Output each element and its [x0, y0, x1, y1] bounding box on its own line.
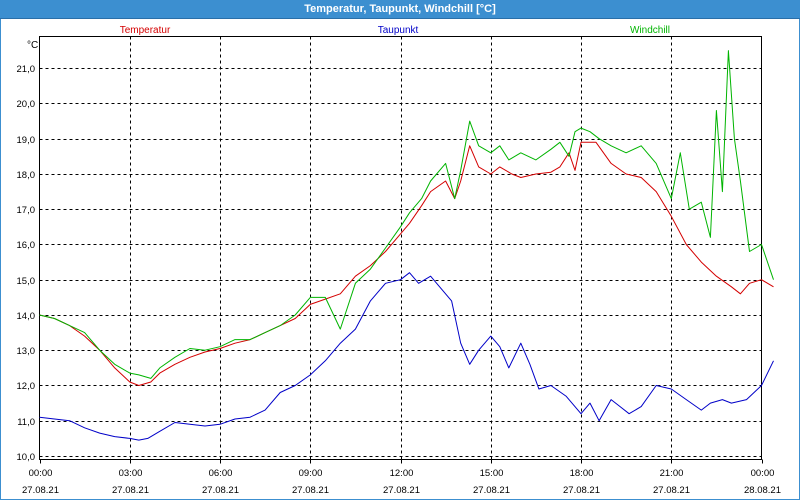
chart-area: 10,0 11,0 12,0 13,0 14,0 15,0 16,0 17,0 18,0 19,0…: [0, 19, 800, 500]
legend-entry-taupunkt: Taupunkt: [378, 25, 419, 36]
window-title: Temperatur, Taupunkt, Windchill [°C]: [0, 0, 800, 19]
y-axis-ticks: 10,0 11,0 12,0 13,0 14,0 15,0 16,0 17,0 18,0 19,0…: [17, 64, 36, 463]
x-tick-date-label: 27.08.21: [473, 485, 510, 496]
y-tick-label: 11,0: [17, 417, 35, 428]
x-tick-date-label: 27.08.21: [202, 485, 239, 496]
x-tick-time-label: 06:00: [209, 468, 233, 479]
y-tick-label: 20,0: [17, 99, 36, 110]
y-tick-label: 13,0: [17, 346, 36, 357]
y-axis-unit-label: °C: [27, 40, 38, 51]
x-tick-time-label: 18:00: [570, 468, 594, 479]
x-tick-date-label: 27.08.21: [383, 485, 420, 496]
legend-entry-windchill: Windchill: [630, 25, 670, 36]
grid-lines: [39, 36, 762, 460]
legend: Temperatur Taupunkt Windchill: [120, 25, 670, 36]
x-tick-date-label: 27.08.21: [563, 485, 600, 496]
x-tick-time-label: 00:00: [751, 468, 775, 479]
legend-entry-temperatur: Temperatur: [120, 25, 171, 36]
y-tick-label: 15,0: [17, 276, 36, 287]
line-chart: 10,0 11,0 12,0 13,0 14,0 15,0 16,0 17,0 18,0 19,0…: [17, 25, 781, 496]
x-tick-time-label: 03:00: [119, 468, 143, 479]
x-tick-time-label: 09:00: [299, 468, 323, 479]
x-tick-time-label: 15:00: [480, 468, 504, 479]
x-tick-date-label: 27.08.21: [22, 485, 59, 496]
x-tick-date-label: 27.08.21: [653, 485, 690, 496]
x-tick-time-label: 12:00: [390, 468, 414, 479]
series-line-temperatur: [39, 141, 774, 386]
y-tick-label: 17,0: [17, 205, 36, 216]
y-tick-label: 21,0: [17, 64, 36, 75]
x-axis-ticks: 00:00 27.08.21 03:00 27.08.21 06:00 27.08.21 0…: [22, 459, 781, 496]
y-tick-label: 16,0: [17, 240, 36, 251]
y-tick-label: 10,0: [17, 452, 36, 463]
x-tick-date-label: 28.08.21: [744, 485, 781, 496]
x-tick-time-label: 00:00: [29, 468, 53, 479]
x-tick-time-label: 21:00: [660, 468, 684, 479]
series-line-taupunkt: [39, 272, 774, 441]
x-tick-date-label: 27.08.21: [292, 485, 329, 496]
series-line-windchill: [39, 50, 774, 379]
y-tick-label: 14,0: [17, 311, 36, 322]
series-lines: [39, 50, 774, 441]
y-tick-label: 12,0: [17, 381, 36, 392]
y-tick-label: 18,0: [17, 170, 36, 181]
y-tick-label: 19,0: [17, 135, 36, 146]
x-tick-date-label: 27.08.21: [112, 485, 149, 496]
plot-frame: [39, 36, 762, 460]
